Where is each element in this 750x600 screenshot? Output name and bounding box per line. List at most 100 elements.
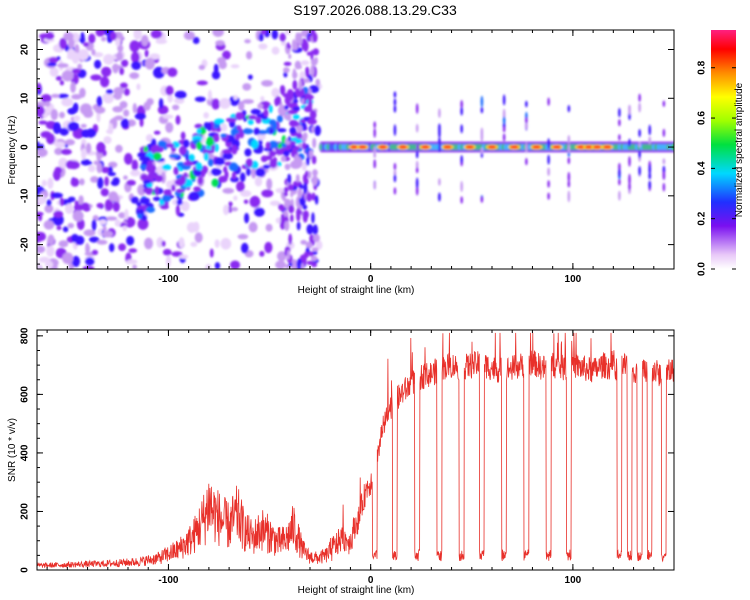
heatmap-cell [81, 159, 91, 166]
heatmap-cell [150, 30, 163, 39]
heatmap-cell [218, 175, 228, 183]
heatmap-cell [96, 95, 103, 107]
heatmap-cell [628, 173, 631, 186]
heatmap-cell [116, 51, 123, 61]
heatmap-cell [194, 123, 203, 129]
heatmap-cell [54, 141, 66, 148]
heatmap-cell [207, 89, 212, 102]
heatmap-cell [173, 97, 185, 104]
heatmap-cell [200, 169, 206, 178]
heatmap-cell [393, 187, 397, 195]
heatmap-cell [118, 243, 127, 251]
heatmap-cell [373, 181, 377, 190]
heatmap-cell [415, 160, 419, 170]
heatmap-cell [71, 68, 81, 74]
heatmap-cell [71, 94, 82, 100]
heatmap-cell [51, 93, 60, 98]
heatmap-cell [297, 64, 302, 70]
heatmap-cell [287, 136, 292, 142]
heatmap-cell [37, 231, 42, 243]
heatmap-cell [547, 168, 550, 177]
heatmap-cell [311, 175, 318, 186]
heatmap-cell [59, 37, 67, 50]
heatmap-cell [37, 141, 41, 151]
heatmap-cell [312, 137, 317, 149]
spectrogram-ytick-label: -20 [20, 237, 31, 252]
heatmap-cell [85, 142, 92, 154]
heatmap-cell [101, 166, 112, 174]
heatmap-cell [460, 180, 463, 193]
heatmap-cell [130, 169, 141, 177]
heatmap-cell [648, 172, 652, 180]
heatmap-cell [212, 30, 224, 37]
heatmap-cell [298, 184, 304, 190]
heatmap-cell [284, 163, 291, 170]
heatmap-cell [305, 157, 310, 166]
heatmap-cell [308, 251, 314, 257]
heatmap-cell [275, 95, 282, 106]
heatmap-cell [314, 125, 322, 136]
heatmap-cell [291, 39, 296, 51]
heatmap-cell [269, 200, 281, 206]
heatmap-cell [310, 65, 315, 77]
heatmap-cell [648, 164, 652, 175]
heatmap-cell [214, 262, 221, 269]
heatmap-cell [119, 67, 125, 76]
heatmap-cell [132, 103, 137, 114]
heatmap-cell [195, 162, 203, 172]
heatmap-cell [196, 80, 208, 86]
heatmap-cell [77, 49, 89, 61]
heatmap-cell [567, 105, 571, 113]
heatmap-cell [175, 115, 181, 125]
heatmap-cell [58, 157, 68, 169]
heatmap-cell [47, 234, 55, 246]
heatmap-cell [71, 255, 81, 268]
heatmap-cell [223, 204, 229, 216]
heatmap-cell [415, 103, 419, 114]
heatmap-cell [109, 31, 117, 41]
heatmap-cell [102, 149, 107, 157]
heatmap-cell [297, 188, 303, 199]
heatmap-cell [194, 232, 203, 243]
heatmap-cell [662, 158, 666, 165]
heatmap-cell [108, 191, 119, 202]
heatmap-cell [105, 216, 118, 221]
heatmap-cell [165, 255, 172, 268]
heatmap-cell [618, 119, 621, 127]
snr-ytick-label: 400 [20, 444, 31, 461]
heatmap-cell [115, 144, 123, 153]
heatmap-cell [206, 122, 212, 132]
heatmap-cell [165, 85, 174, 96]
heatmap-cell [238, 128, 244, 138]
heatmap-cell [231, 144, 238, 155]
heatmap-cell [50, 192, 63, 199]
heatmap-cell [142, 180, 152, 185]
heatmap-cell [305, 241, 313, 249]
spectrogram-xlabel: Height of straight line (km) [298, 285, 415, 296]
heatmap-cell [311, 126, 316, 133]
heatmap-cell [55, 75, 62, 81]
heatmap-cell [176, 199, 183, 206]
heatmap-cell [286, 143, 293, 150]
heatmap-cell [165, 143, 175, 148]
heatmap-cell [532, 145, 541, 149]
heatmap-cell [296, 258, 303, 269]
heatmap-cell [61, 70, 74, 82]
heatmap-cell [312, 169, 318, 177]
heatmap-cell [298, 79, 303, 91]
heatmap-cell [58, 240, 69, 248]
colorbar-tick-label: 0.8 [697, 60, 708, 74]
heatmap-cell [144, 49, 149, 58]
heatmap-cell [460, 100, 463, 109]
heatmap-cell [126, 179, 136, 186]
heatmap-cell [460, 124, 463, 134]
heatmap-cell [567, 190, 571, 203]
spectrogram-heatmap [37, 30, 674, 269]
heatmap-cell [214, 118, 225, 125]
heatmap-cell [488, 145, 496, 149]
heatmap-cell [119, 82, 128, 89]
heatmap-cell [139, 197, 151, 204]
heatmap-cell [48, 57, 59, 64]
heatmap-cell [415, 167, 419, 174]
heatmap-cell [300, 239, 307, 245]
